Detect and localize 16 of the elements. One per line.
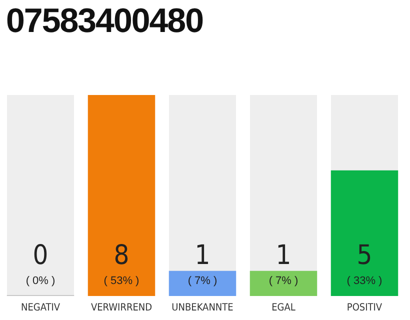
data-label: 1 [194,240,210,271]
x-tick-label: UNBEKANNTE [172,302,234,314]
annotation: ( 7% ) [268,275,298,287]
x-tick-label: VERWIRREND [90,302,152,314]
x-tick-label: POSITIV [346,302,383,314]
annotation: ( 53% ) [104,275,140,287]
data-label: 1 [276,240,292,271]
data-label: 0 [32,240,48,271]
data-label: 5 [356,240,372,271]
x-tick-label: NEGATIV [20,302,61,314]
annotation: ( 0% ) [26,275,56,287]
annotation: ( 33% ) [346,275,382,287]
annotation: ( 7% ) [188,275,218,287]
x-tick-label: EGAL [272,302,296,314]
chart-title: 07583400480 [6,2,204,41]
data-label: 8 [114,240,130,271]
